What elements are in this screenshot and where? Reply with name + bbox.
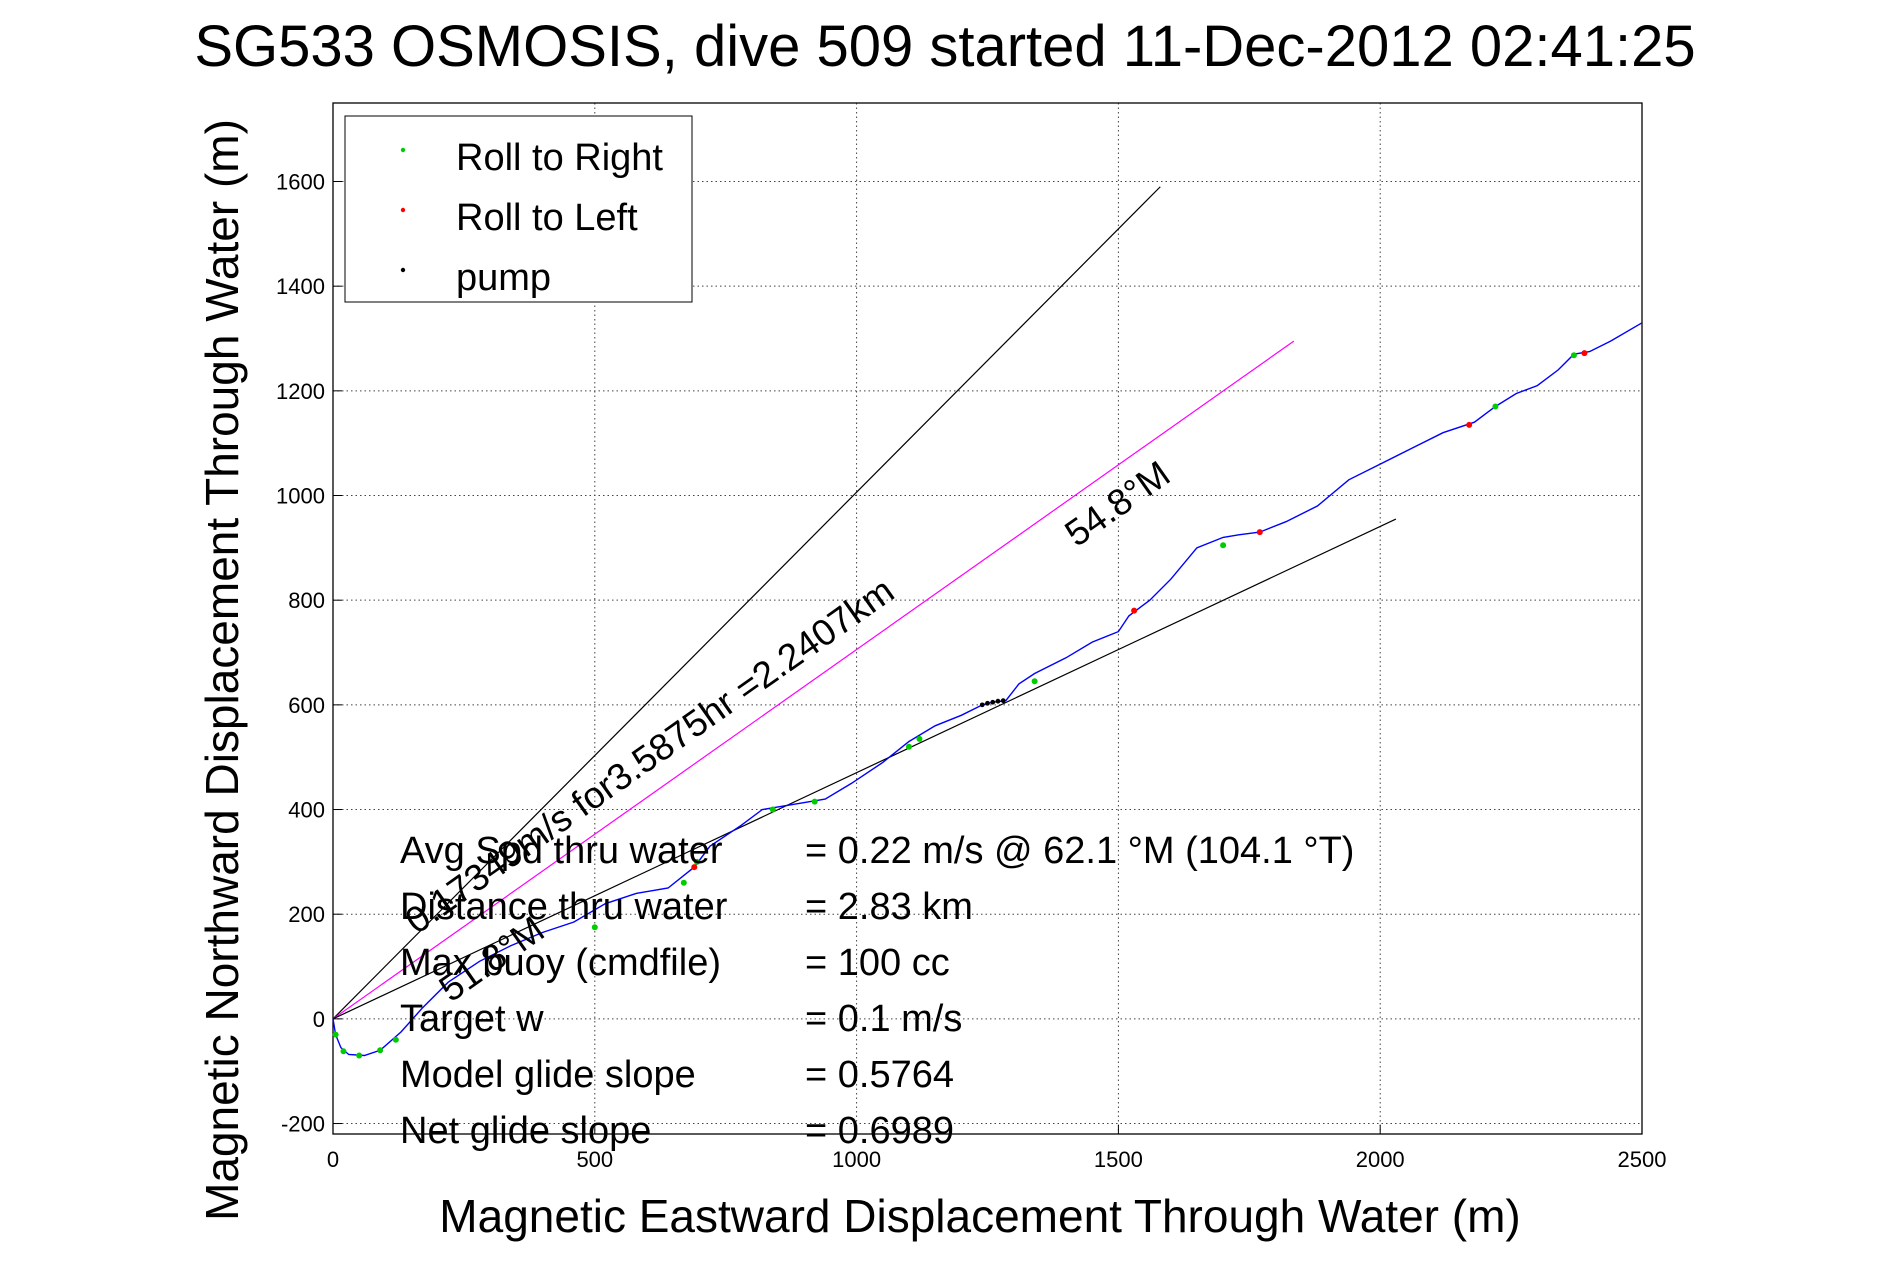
reference-lines: [332, 186, 1397, 1020]
stat-label: Avg Spd thru water: [400, 830, 723, 872]
legend-marker-pump: [400, 267, 406, 273]
roll-right-marker: [916, 735, 923, 742]
roll-left-marker: [1131, 607, 1138, 614]
y-tick-label: 1400: [276, 274, 325, 299]
roll-right-marker: [591, 924, 598, 931]
reference-line: [332, 186, 1161, 1020]
roll-right-marker: [392, 1036, 399, 1043]
y-tick-label: 200: [288, 902, 325, 927]
y-axis-label: Magnetic Northward Displacement Through …: [196, 119, 248, 1221]
stat-value: = 2.83 km: [805, 886, 973, 928]
roll-right-marker: [1220, 542, 1227, 549]
track-annotation: 54.8°M: [1057, 453, 1177, 554]
reference-line: [332, 518, 1397, 1020]
pump-marker: [985, 700, 990, 706]
legend: Roll to Right Roll to Left pump: [344, 115, 693, 303]
legend-label-pump: pump: [456, 257, 551, 299]
y-tick-label: 400: [288, 798, 325, 823]
roll-right-marker: [332, 1031, 339, 1038]
roll-right-marker: [340, 1048, 347, 1055]
x-tick-label: 2000: [1356, 1147, 1405, 1172]
x-tick-label: 2500: [1618, 1147, 1667, 1172]
roll-right-marker: [769, 806, 776, 813]
stat-label: Target w: [400, 998, 544, 1040]
pump-marker: [995, 698, 1001, 704]
roll-right-marker: [693, 858, 700, 865]
pump-marker: [1000, 698, 1006, 704]
stats-block: Avg Spd thru water = 0.22 m/s @ 62.1 °M (…: [400, 830, 1354, 1152]
legend-marker-roll-right: [400, 147, 406, 153]
axis-ticks: 0 500 1000 1500 2000 2500-2000200400600800100…: [276, 170, 1666, 1172]
stat-value: = 100 cc: [805, 942, 950, 984]
stat-value: = 0.5764: [805, 1054, 954, 1096]
x-tick-label: 0: [327, 1147, 339, 1172]
y-tick-label: 600: [288, 693, 325, 718]
pump-marker: [979, 702, 985, 708]
x-axis-label: Magnetic Eastward Displacement Through W…: [439, 1190, 1520, 1242]
roll-right-marker: [680, 879, 687, 886]
roll-right-marker: [905, 743, 912, 750]
y-tick-label: 1000: [276, 484, 325, 509]
stat-label: Max buoy (cmdfile): [400, 942, 721, 984]
roll-left-marker: [1256, 529, 1263, 536]
x-tick-label: 1500: [1094, 1147, 1143, 1172]
reference-line: [332, 340, 1295, 1020]
pump-marker: [990, 699, 996, 705]
roll-right-marker: [1031, 678, 1038, 685]
roll-right-marker: [811, 798, 818, 805]
stat-value: = 0.22 m/s @ 62.1 °M (104.1 °T): [805, 830, 1354, 872]
stat-value: = 0.1 m/s: [805, 998, 962, 1040]
roll-right-marker: [377, 1047, 384, 1054]
roll-markers: [332, 350, 1588, 1059]
legend-label-roll-left: Roll to Left: [456, 197, 638, 239]
chart-title: SG533 OSMOSIS, dive 509 started 11-Dec-2…: [194, 14, 1695, 79]
stat-label: Model glide slope: [400, 1054, 696, 1096]
stat-value: = 0.6989: [805, 1110, 954, 1152]
y-tick-label: -200: [281, 1112, 325, 1137]
y-tick-label: 1200: [276, 379, 325, 404]
plot-frame: [332, 102, 1643, 1135]
legend-label-roll-right: Roll to Right: [456, 137, 663, 179]
y-tick-label: 0: [313, 1007, 325, 1032]
legend-marker-roll-left: [400, 207, 406, 213]
roll-right-marker: [1570, 352, 1577, 359]
y-tick-label: 1600: [276, 170, 325, 195]
stat-label: Distance thru water: [400, 886, 728, 928]
roll-right-marker: [356, 1052, 363, 1059]
roll-right-marker: [1492, 403, 1499, 410]
roll-left-marker: [1581, 350, 1588, 357]
roll-left-marker: [1466, 421, 1473, 428]
stat-label: Net glide slope: [400, 1110, 651, 1152]
x-tick-label: 1000: [832, 1147, 881, 1172]
x-tick-label: 500: [576, 1147, 613, 1172]
roll-left-marker: [691, 864, 698, 871]
y-tick-label: 800: [288, 588, 325, 613]
